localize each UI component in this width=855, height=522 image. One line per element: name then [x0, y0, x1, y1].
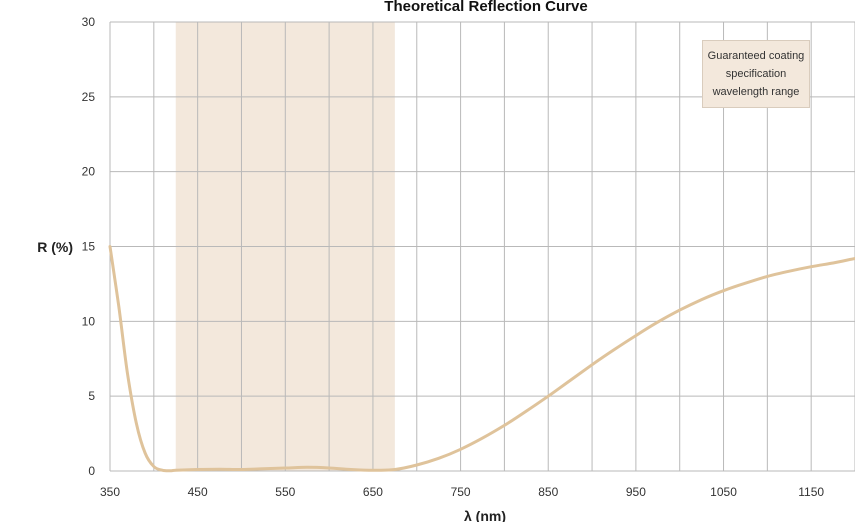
x-tick-label: 1050: [710, 485, 737, 499]
x-tick-label: 550: [275, 485, 295, 499]
x-axis-title: λ (nm): [464, 508, 506, 522]
tick-layer: 350 450 550 650 750 850 950 1050 1150 0 5 10 15 20 25 3…: [82, 15, 825, 499]
y-tick-label: 10: [82, 314, 96, 328]
x-tick-label: 350: [100, 485, 120, 499]
y-tick-label: 30: [82, 15, 96, 29]
y-tick-label: 15: [82, 240, 96, 254]
y-axis-title: R (%): [37, 239, 73, 255]
reflection-curve-line: [108, 245, 855, 473]
x-tick-label: 950: [626, 485, 646, 499]
chart-title: Theoretical Reflection Curve: [384, 0, 587, 15]
band-legend-callout: Guaranteed coating specification wavelen…: [702, 40, 810, 108]
x-tick-label: 850: [538, 485, 558, 499]
band-legend-line-3: wavelength range: [712, 86, 800, 98]
band-legend-line-1: Guaranteed coating: [707, 50, 805, 62]
y-tick-label: 5: [88, 389, 95, 403]
x-tick-label: 750: [451, 485, 471, 499]
x-tick-label: 1150: [798, 485, 824, 499]
x-tick-label: 450: [188, 485, 208, 499]
x-tick-label: 650: [363, 485, 383, 499]
series-layer: [108, 245, 855, 473]
y-tick-label: 25: [82, 90, 96, 104]
band-legend-line-2: specification: [725, 68, 787, 80]
y-tick-label: 20: [82, 165, 96, 179]
y-tick-label: 0: [88, 464, 95, 478]
